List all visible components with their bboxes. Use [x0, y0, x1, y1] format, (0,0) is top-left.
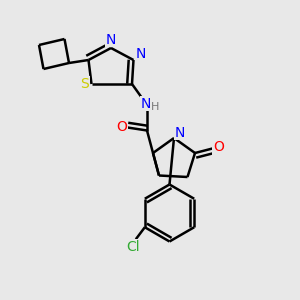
Text: N: N	[174, 126, 184, 140]
Text: Cl: Cl	[127, 240, 140, 254]
Text: N: N	[106, 33, 116, 46]
Text: O: O	[116, 120, 127, 134]
Text: O: O	[213, 140, 224, 154]
Text: S: S	[80, 77, 89, 91]
Text: N: N	[136, 47, 146, 61]
Text: H: H	[151, 101, 160, 112]
Text: N: N	[140, 97, 151, 110]
